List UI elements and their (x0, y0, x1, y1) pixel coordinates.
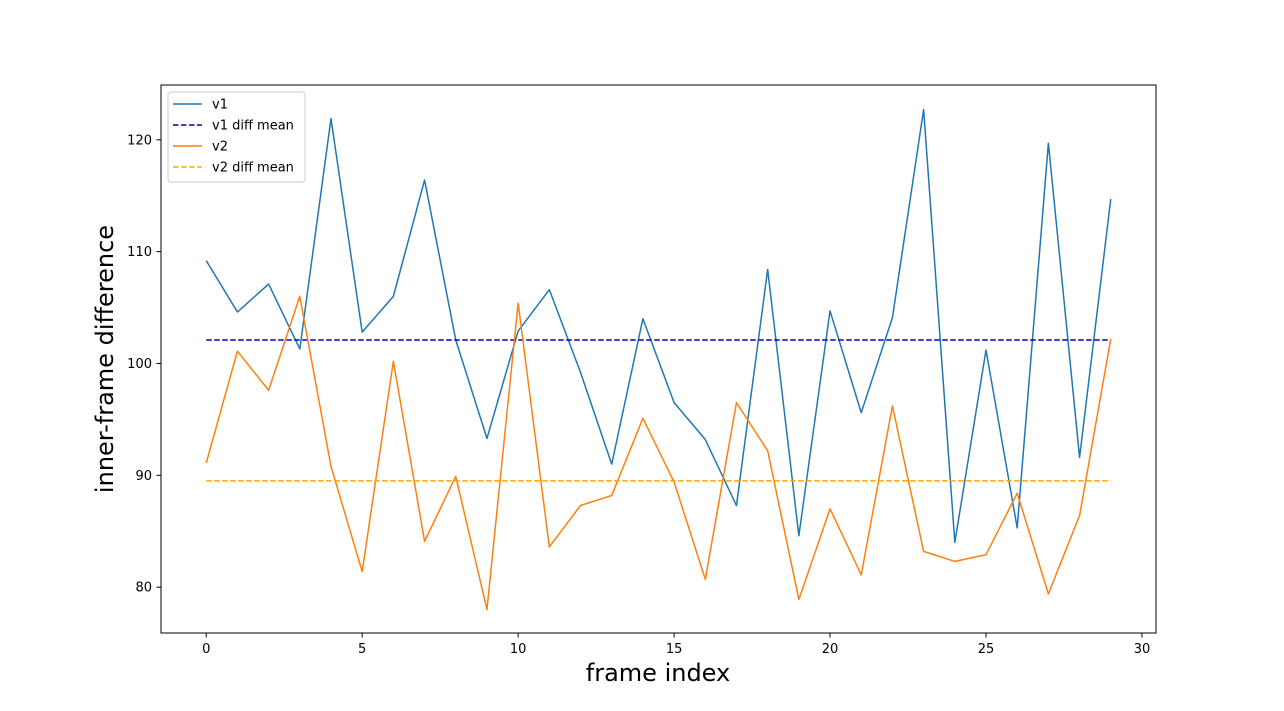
series-layer (205, 108, 1112, 611)
y-tick-label: 90 (135, 469, 152, 484)
x-axis: 0 5 10 15 20 25 30 (202, 633, 1150, 657)
legend-label: v1 diff mean (212, 119, 294, 134)
y-tick-label: 110 (127, 245, 152, 260)
legend-label: v1 (212, 98, 228, 113)
legend-label: v2 diff mean (212, 161, 294, 176)
x-tick-label: 30 (1134, 642, 1151, 657)
series-line-1 (205, 108, 1112, 544)
legend-box (167, 91, 306, 183)
x-tick-label: 25 (978, 642, 995, 657)
x-tick-label: 0 (202, 642, 210, 657)
y-axis-label: inner-frame difference (91, 225, 119, 493)
y-tick-label: 100 (127, 357, 152, 372)
x-axis-label: frame index (586, 659, 730, 687)
y-tick-label: 80 (135, 581, 152, 596)
y-axis: 80 90 100 110 120 (127, 133, 161, 596)
legend-label: v2 (212, 140, 228, 155)
x-tick-label: 15 (666, 642, 683, 657)
x-tick-label: 20 (822, 642, 839, 657)
plot-frame (160, 84, 1157, 634)
series-line-3 (205, 295, 1112, 611)
x-tick-label: 5 (358, 642, 366, 657)
y-tick-label: 120 (127, 133, 152, 148)
legend: v1 v1 diff mean v2 v2 diff mean (167, 91, 306, 183)
x-tick-label: 10 (510, 642, 527, 657)
